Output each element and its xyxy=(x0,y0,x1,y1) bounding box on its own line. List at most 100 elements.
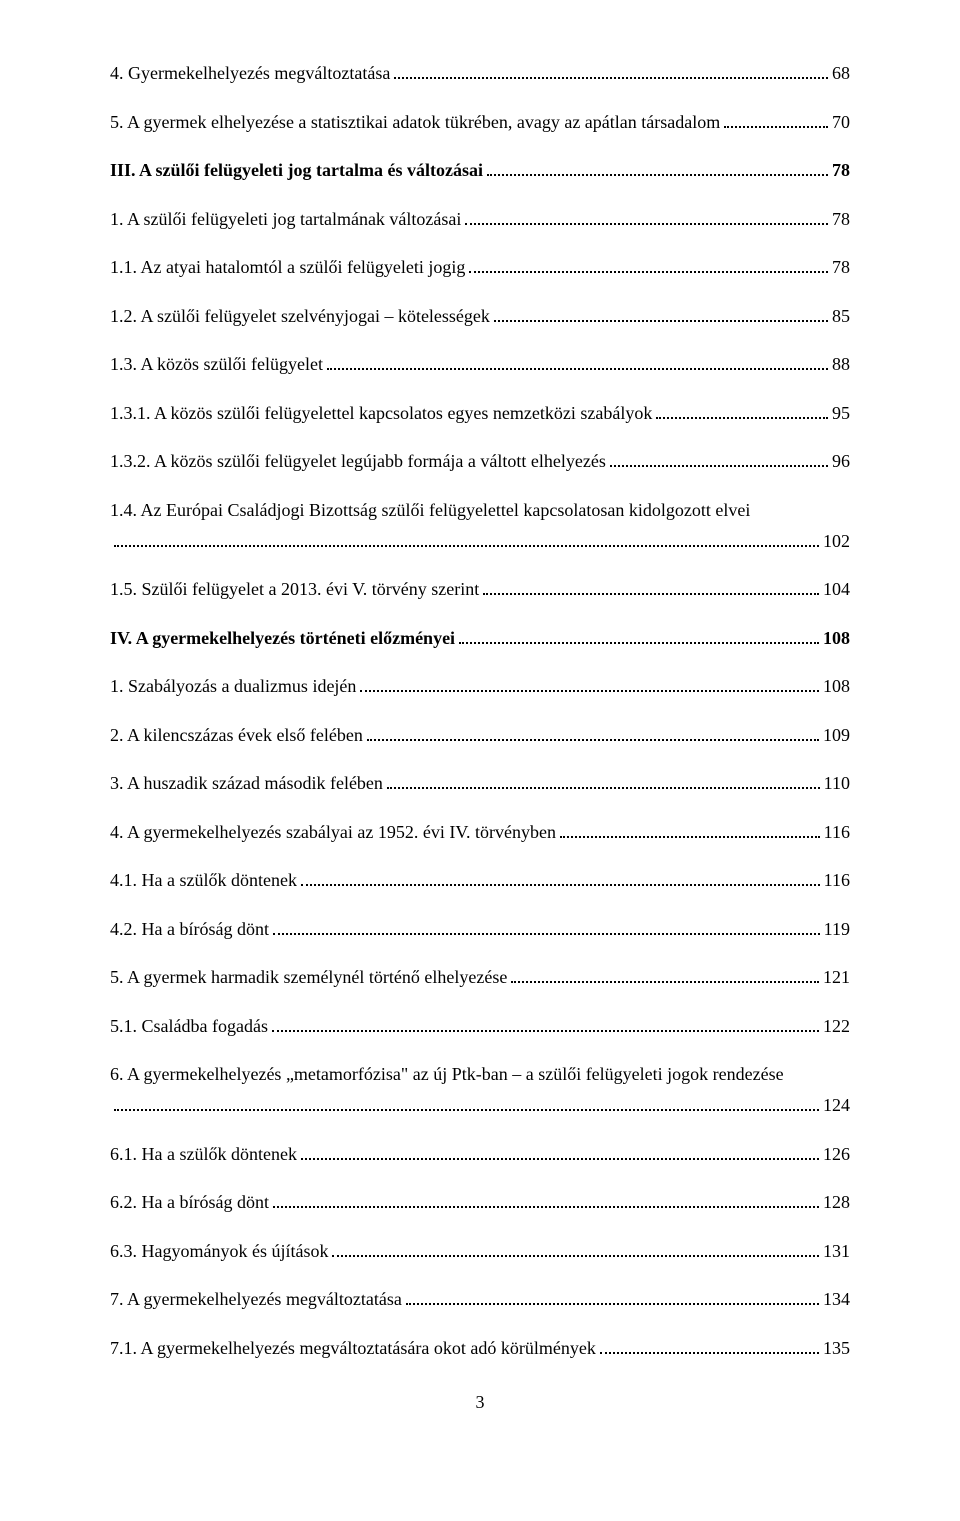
toc-leader-dots xyxy=(469,271,828,273)
toc-entry-page: 116 xyxy=(824,819,850,846)
toc-entry: 6. A gyermekelhelyezés „metamorfózisa" a… xyxy=(110,1061,850,1088)
toc-entry-page: 110 xyxy=(824,770,850,797)
toc-entry-page: 128 xyxy=(823,1189,850,1216)
toc-entry: 1.5. Szülői felügyelet a 2013. évi V. tö… xyxy=(110,576,850,603)
toc-leader-dots xyxy=(483,593,819,595)
toc-entry: 4.2. Ha a bíróság dönt 119 xyxy=(110,916,850,943)
toc-entry: 6.2. Ha a bíróság dönt 128 xyxy=(110,1189,850,1216)
toc-entry-page: 96 xyxy=(832,448,850,475)
toc-entry-page: 70 xyxy=(832,109,850,136)
toc-entry-page: 104 xyxy=(823,576,850,603)
toc-entry: IV. A gyermekelhelyezés történeti előzmé… xyxy=(110,625,850,652)
toc-entry-page: 108 xyxy=(823,625,850,652)
toc-leader-dots xyxy=(114,1109,819,1111)
page-number: 3 xyxy=(110,1392,850,1413)
toc-entry-text: 6.1. Ha a szülők döntenek xyxy=(110,1141,297,1168)
toc-leader-dots xyxy=(465,223,828,225)
toc-entry: 4. A gyermekelhelyezés szabályai az 1952… xyxy=(110,819,850,846)
toc-entry-text: 1. A szülői felügyeleti jog tartalmának … xyxy=(110,206,461,233)
toc-leader-dots xyxy=(600,1352,819,1354)
table-of-contents: 4. Gyermekelhelyezés megváltoztatása 68 5… xyxy=(110,60,850,1362)
toc-entry: III. A szülői felügyeleti jog tartalma é… xyxy=(110,157,850,184)
toc-entry-page: 134 xyxy=(823,1286,850,1313)
toc-entry-text: 4. A gyermekelhelyezés szabályai az 1952… xyxy=(110,819,556,846)
toc-entry-page: 78 xyxy=(832,157,850,184)
toc-entry: 5. A gyermek elhelyezése a statisztikai … xyxy=(110,109,850,136)
toc-entry-page: 78 xyxy=(832,254,850,281)
toc-entry-text: 1. Szabályozás a dualizmus idején xyxy=(110,673,356,700)
toc-entry-text: 1.1. Az atyai hatalomtól a szülői felügy… xyxy=(110,254,465,281)
toc-leader-dots xyxy=(610,465,828,467)
toc-entry-text: 7.1. A gyermekelhelyezés megváltoztatásá… xyxy=(110,1335,596,1362)
toc-entry: 4.1. Ha a szülők döntenek 116 xyxy=(110,867,850,894)
toc-entry: 1.3.1. A közös szülői felügyelettel kapc… xyxy=(110,400,850,427)
toc-entry: 7. A gyermekelhelyezés megváltoztatása 1… xyxy=(110,1286,850,1313)
toc-entry-page: 78 xyxy=(832,206,850,233)
toc-entry-text: 3. A huszadik század második felében xyxy=(110,770,383,797)
toc-entry-continuation: 124 xyxy=(110,1092,850,1119)
toc-entry-text: 1.4. Az Európai Családjogi Bizottság szü… xyxy=(110,497,750,524)
toc-entry-text: 1.3.1. A közös szülői felügyelettel kapc… xyxy=(110,400,652,427)
toc-entry: 6.3. Hagyományok és újítások 131 xyxy=(110,1238,850,1265)
toc-leader-dots xyxy=(367,739,819,741)
toc-entry: 3. A huszadik század második felében 110 xyxy=(110,770,850,797)
toc-entry-page: 102 xyxy=(823,528,850,555)
toc-leader-dots xyxy=(494,320,828,322)
toc-entry-text: 1.3. A közös szülői felügyelet xyxy=(110,351,323,378)
toc-entry-page: 68 xyxy=(832,60,850,87)
toc-entry-text: 5. A gyermek elhelyezése a statisztikai … xyxy=(110,109,720,136)
toc-entry: 1.1. Az atyai hatalomtól a szülői felügy… xyxy=(110,254,850,281)
toc-entry: 4. Gyermekelhelyezés megváltoztatása 68 xyxy=(110,60,850,87)
toc-entry-text: 4.2. Ha a bíróság dönt xyxy=(110,916,269,943)
toc-entry: 1.3. A közös szülői felügyelet 88 xyxy=(110,351,850,378)
toc-entry: 1. A szülői felügyeleti jog tartalmának … xyxy=(110,206,850,233)
toc-entry-continuation: 102 xyxy=(110,528,850,555)
toc-leader-dots xyxy=(301,884,820,886)
toc-entry: 1.3.2. A közös szülői felügyelet legújab… xyxy=(110,448,850,475)
toc-entry-text: 4.1. Ha a szülők döntenek xyxy=(110,867,297,894)
toc-entry-page: 85 xyxy=(832,303,850,330)
toc-leader-dots xyxy=(360,690,819,692)
toc-entry-page: 109 xyxy=(823,722,850,749)
toc-entry: 6.1. Ha a szülők döntenek 126 xyxy=(110,1141,850,1168)
toc-entry: 1.4. Az Európai Családjogi Bizottság szü… xyxy=(110,497,850,524)
toc-leader-dots xyxy=(273,1206,819,1208)
toc-leader-dots xyxy=(327,368,828,370)
toc-leader-dots xyxy=(394,77,828,79)
toc-entry-text: 1.3.2. A közös szülői felügyelet legújab… xyxy=(110,448,606,475)
toc-entry: 7.1. A gyermekelhelyezés megváltoztatásá… xyxy=(110,1335,850,1362)
toc-entry-text: 1.5. Szülői felügyelet a 2013. évi V. tö… xyxy=(110,576,479,603)
toc-entry-text: 5.1. Családba fogadás xyxy=(110,1013,268,1040)
toc-leader-dots xyxy=(487,174,828,176)
toc-entry-page: 135 xyxy=(823,1335,850,1362)
toc-entry-text: 4. Gyermekelhelyezés megváltoztatása xyxy=(110,60,390,87)
toc-leader-dots xyxy=(724,126,828,128)
toc-entry-text: III. A szülői felügyeleti jog tartalma é… xyxy=(110,157,483,184)
toc-entry-text: 1.2. A szülői felügyelet szelvényjogai –… xyxy=(110,303,490,330)
toc-entry-page: 126 xyxy=(823,1141,850,1168)
toc-entry-page: 124 xyxy=(823,1092,850,1119)
toc-entry-text: IV. A gyermekelhelyezés történeti előzmé… xyxy=(110,625,455,652)
toc-entry: 5. A gyermek harmadik személynél történő… xyxy=(110,964,850,991)
toc-entry: 1.2. A szülői felügyelet szelvényjogai –… xyxy=(110,303,850,330)
toc-leader-dots xyxy=(459,642,819,644)
toc-entry-page: 131 xyxy=(823,1238,850,1265)
toc-leader-dots xyxy=(301,1158,819,1160)
toc-entry-page: 108 xyxy=(823,673,850,700)
toc-entry-page: 116 xyxy=(824,867,850,894)
toc-entry: 5.1. Családba fogadás 122 xyxy=(110,1013,850,1040)
toc-leader-dots xyxy=(273,933,820,935)
toc-entry-text: 7. A gyermekelhelyezés megváltoztatása xyxy=(110,1286,402,1313)
toc-entry-text: 5. A gyermek harmadik személynél történő… xyxy=(110,964,507,991)
toc-leader-dots xyxy=(511,981,819,983)
toc-leader-dots xyxy=(332,1255,819,1257)
toc-entry-text: 6.2. Ha a bíróság dönt xyxy=(110,1189,269,1216)
toc-leader-dots xyxy=(656,417,828,419)
toc-entry: 2. A kilencszázas évek első felében 109 xyxy=(110,722,850,749)
toc-entry-text: 6.3. Hagyományok és újítások xyxy=(110,1238,328,1265)
toc-entry-page: 119 xyxy=(824,916,850,943)
toc-leader-dots xyxy=(406,1303,819,1305)
toc-leader-dots xyxy=(560,836,820,838)
toc-entry-page: 121 xyxy=(823,964,850,991)
toc-entry-text: 6. A gyermekelhelyezés „metamorfózisa" a… xyxy=(110,1061,784,1088)
